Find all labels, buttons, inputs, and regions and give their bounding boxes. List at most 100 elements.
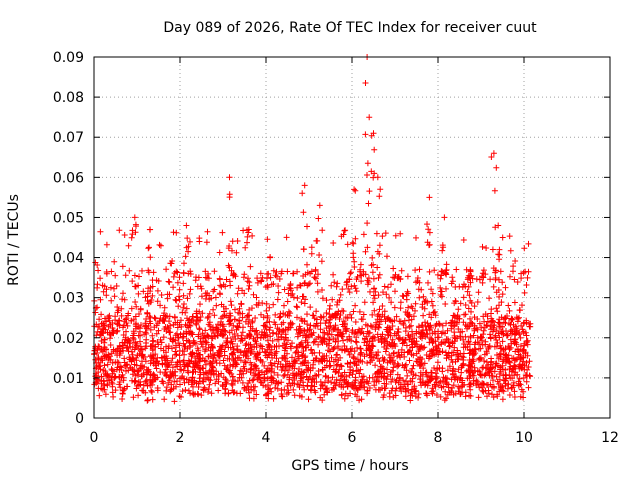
data-point [499, 234, 506, 241]
data-point [142, 389, 149, 396]
data-point [369, 323, 375, 330]
data-point [183, 222, 190, 229]
data-point [207, 360, 214, 366]
data-point [245, 229, 252, 236]
data-point [514, 347, 521, 353]
data-point [305, 281, 312, 288]
data-point [512, 336, 519, 343]
data-point [491, 187, 498, 194]
data-point [238, 374, 245, 381]
data-point [276, 314, 283, 321]
data-point [334, 299, 341, 305]
data-point [166, 313, 173, 320]
data-point [347, 369, 354, 376]
data-point [395, 379, 402, 386]
x-tick-label: 2 [176, 430, 185, 446]
data-point [517, 307, 523, 314]
data-point [317, 326, 324, 333]
data-point [237, 338, 244, 344]
data-point [291, 380, 298, 387]
data-point [191, 364, 198, 371]
data-point [314, 280, 321, 287]
data-point [276, 328, 283, 334]
data-point [132, 299, 139, 305]
data-point [400, 320, 407, 327]
data-point [420, 293, 427, 300]
data-point [243, 350, 250, 357]
data-point [111, 285, 117, 292]
data-point [406, 323, 413, 330]
data-point [481, 358, 488, 364]
data-point [107, 342, 114, 348]
data-point [505, 343, 512, 350]
data-point [169, 364, 176, 371]
data-point [462, 389, 469, 396]
data-point [232, 306, 238, 313]
data-point [257, 270, 264, 277]
data-point [181, 301, 187, 307]
data-point [382, 385, 389, 392]
data-point [116, 317, 123, 324]
data-point [172, 337, 179, 344]
data-point [302, 279, 308, 286]
data-point [331, 279, 338, 286]
data-point [402, 337, 409, 343]
data-point [474, 378, 481, 385]
data-point [476, 345, 482, 352]
data-point [205, 389, 211, 395]
data-point [480, 327, 487, 334]
data-point [444, 391, 451, 398]
data-point [110, 330, 117, 337]
data-point [278, 391, 285, 397]
data-point [266, 367, 273, 374]
data-point [418, 286, 425, 293]
data-point [486, 343, 493, 349]
data-point [397, 230, 404, 237]
data-point [179, 334, 186, 341]
data-point [94, 262, 101, 268]
data-point [268, 346, 275, 353]
data-point [490, 324, 497, 331]
data-point [246, 316, 252, 323]
data-point [272, 380, 279, 387]
data-point [403, 378, 410, 385]
data-point [198, 293, 205, 300]
data-point [266, 343, 273, 350]
data-point [366, 114, 373, 121]
data-point [318, 358, 325, 365]
data-point [335, 308, 342, 315]
data-point [455, 306, 462, 313]
data-point [245, 345, 252, 352]
data-point [364, 378, 371, 385]
data-point [116, 227, 123, 234]
data-point [359, 376, 366, 383]
data-point [467, 266, 474, 273]
data-point [251, 361, 258, 368]
data-point [173, 383, 179, 390]
data-point [375, 349, 382, 356]
data-point [115, 359, 122, 366]
data-point [239, 379, 246, 386]
data-point [116, 352, 123, 359]
data-point [483, 350, 490, 357]
data-point [433, 392, 440, 398]
data-point [249, 318, 256, 325]
data-point [253, 365, 260, 372]
data-point [289, 340, 295, 347]
data-point [178, 323, 185, 330]
data-point [275, 331, 282, 338]
data-point [125, 348, 132, 355]
data-point [228, 352, 235, 358]
data-point [495, 287, 502, 293]
data-point [188, 317, 195, 324]
data-point [184, 367, 191, 374]
data-point [108, 268, 115, 275]
data-point [405, 290, 412, 297]
data-point [409, 386, 416, 393]
data-point [126, 267, 133, 274]
data-point [193, 359, 199, 366]
data-point [434, 365, 441, 372]
data-point [356, 308, 363, 315]
data-point [209, 363, 216, 370]
data-point [473, 382, 480, 389]
